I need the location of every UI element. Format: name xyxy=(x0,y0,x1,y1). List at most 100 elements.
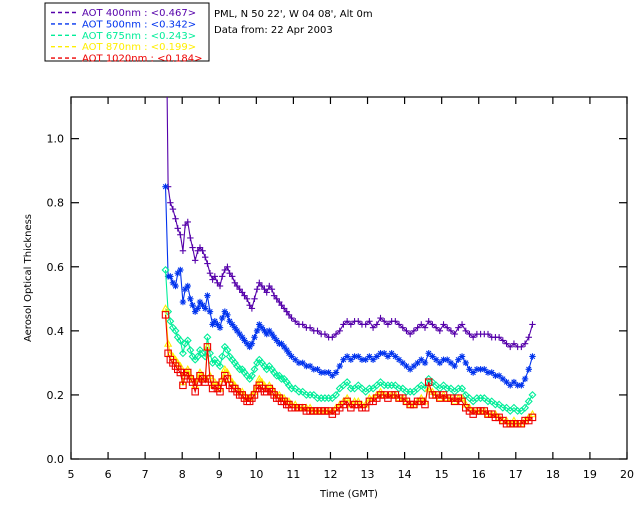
data-point-marker xyxy=(400,360,406,366)
data-point-marker xyxy=(366,353,373,360)
data-point-marker xyxy=(388,350,395,356)
data-point-marker xyxy=(522,376,528,382)
data-point-marker xyxy=(528,413,537,422)
data-point-marker xyxy=(193,352,202,361)
data-point-marker xyxy=(278,340,285,347)
y-tick-label: 0.4 xyxy=(47,325,65,338)
legend-item-675nm: AOT 675nm : <0.243> xyxy=(51,31,196,42)
y-tick-label: 0.8 xyxy=(47,197,65,210)
data-point-marker xyxy=(433,356,439,363)
data-point-marker xyxy=(162,184,169,190)
data-point-marker xyxy=(344,353,350,360)
data-point-marker xyxy=(241,337,248,344)
data-point-marker xyxy=(235,365,244,374)
data-point-marker xyxy=(259,324,265,331)
x-tick-label: 6 xyxy=(105,468,112,481)
y-tick-label: 1.0 xyxy=(47,133,65,146)
data-point-marker xyxy=(230,358,239,367)
x-tick-label: 12 xyxy=(323,468,337,481)
data-point-marker xyxy=(239,334,245,340)
data-point-marker xyxy=(204,292,211,299)
data-point-marker xyxy=(458,384,467,393)
plot-frame xyxy=(70,96,628,460)
data-point-marker xyxy=(255,374,264,383)
data-point-marker xyxy=(187,296,194,302)
y-axis: 0.0 0.2 0.4 0.6 0.8 1.0 xyxy=(47,133,627,466)
x-axis-label: Time (GMT) xyxy=(319,489,378,500)
data-point-marker xyxy=(209,321,216,328)
data-point-marker xyxy=(214,321,221,328)
data-point-marker xyxy=(343,378,352,387)
data-point-marker xyxy=(518,382,525,389)
data-point-marker xyxy=(170,280,176,286)
data-point-marker xyxy=(197,299,203,305)
data-point-marker xyxy=(218,352,227,361)
data-series-layer xyxy=(161,97,537,428)
x-tick-label: 20 xyxy=(620,468,634,481)
data-point-marker xyxy=(418,356,424,363)
legend-item-400nm: AOT 400nm : <0.467> xyxy=(51,8,196,19)
data-point-marker xyxy=(272,371,281,380)
data-point-marker xyxy=(219,315,225,321)
y-tick-label: 0.6 xyxy=(47,261,65,274)
data-point-marker xyxy=(267,365,276,374)
data-point-marker xyxy=(186,346,195,355)
data-point-marker xyxy=(251,334,258,340)
data-point-marker xyxy=(299,360,306,366)
data-point-marker xyxy=(244,340,250,347)
legend-label: AOT 675nm : <0.243> xyxy=(82,31,196,42)
x-tick-label: 5 xyxy=(68,468,75,481)
data-point-marker xyxy=(161,266,170,274)
data-point-marker xyxy=(216,362,224,371)
data-point-marker xyxy=(524,397,533,406)
data-point-marker xyxy=(236,331,243,337)
x-tick-label: 7 xyxy=(142,468,149,481)
title-line-1: PML, N 50 22', W 04 08', Alt 0m xyxy=(214,9,373,20)
x-tick-label: 10 xyxy=(249,468,263,481)
title-line-2: Data from: 22 Apr 2003 xyxy=(214,25,333,36)
data-point-marker xyxy=(176,336,185,345)
y-tick-label: 0.2 xyxy=(47,389,65,402)
data-point-marker xyxy=(333,369,339,376)
data-point-marker xyxy=(444,356,450,363)
data-point-marker xyxy=(185,283,191,289)
legend-item-870nm: AOT 870nm : <0.199> xyxy=(51,42,196,53)
x-tick-label: 9 xyxy=(216,468,223,481)
data-point-marker xyxy=(234,328,240,334)
data-point-marker xyxy=(288,353,295,360)
legend-label: AOT 1020nm : <0.184> xyxy=(82,54,202,65)
data-point-marker xyxy=(161,304,170,312)
data-point-marker xyxy=(183,336,192,345)
x-tick-label: 15 xyxy=(435,468,449,481)
data-point-marker xyxy=(355,353,361,360)
data-point-marker xyxy=(171,326,180,335)
data-point-marker xyxy=(451,363,458,369)
legend-label: AOT 870nm : <0.199> xyxy=(82,42,196,53)
series-aot-1020nm xyxy=(161,311,537,428)
data-point-marker xyxy=(166,317,175,326)
data-point-marker xyxy=(381,350,387,356)
x-tick-label: 19 xyxy=(583,468,597,481)
data-point-marker xyxy=(229,321,235,328)
legend-label: AOT 500nm : <0.342> xyxy=(82,19,196,30)
data-point-marker xyxy=(247,371,256,380)
data-point-marker xyxy=(496,373,502,379)
data-point-marker xyxy=(261,328,268,334)
data-point-marker xyxy=(426,350,432,356)
title-block: PML, N 50 22', W 04 08', Alt 0m Data fro… xyxy=(214,9,373,36)
data-point-marker xyxy=(521,403,530,412)
data-point-marker xyxy=(179,381,187,390)
data-point-marker xyxy=(292,356,298,363)
data-point-marker xyxy=(489,369,495,376)
data-point-marker xyxy=(325,369,332,376)
data-point-marker xyxy=(424,378,433,386)
data-point-marker xyxy=(250,365,259,374)
data-point-marker xyxy=(207,308,213,315)
data-point-marker xyxy=(269,331,275,337)
data-point-marker xyxy=(212,318,218,324)
data-point-marker xyxy=(284,347,290,353)
legend: AOT 400nm : <0.467>AOT 500nm : <0.342>AO… xyxy=(44,2,210,65)
data-point-marker xyxy=(529,353,536,360)
data-point-marker xyxy=(256,321,262,328)
